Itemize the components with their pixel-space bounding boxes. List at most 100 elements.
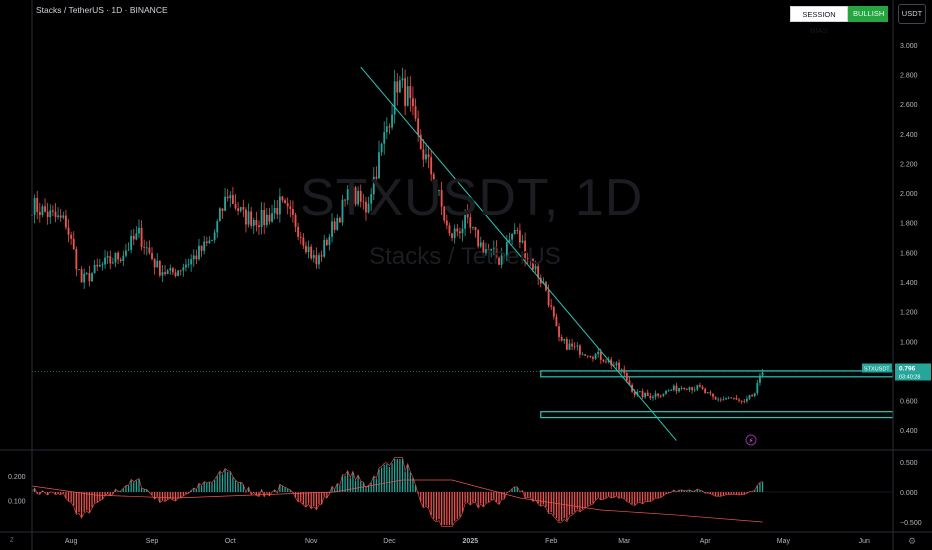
- candle-body: [623, 369, 626, 374]
- candle-body: [584, 354, 587, 356]
- oscillator-pane: 0.500 0.000 −0.500 0.200 0.100: [8, 457, 922, 527]
- time-tick-label: Oct: [225, 538, 236, 545]
- candle-body: [422, 149, 425, 160]
- candle-body: [667, 390, 670, 392]
- currency-button[interactable]: USDT: [898, 4, 926, 24]
- candle-body: [349, 189, 352, 203]
- candle-body: [636, 391, 639, 395]
- candle-body: [143, 246, 146, 248]
- candle-body: [589, 356, 592, 358]
- candle-body: [177, 270, 180, 276]
- candle-body: [315, 255, 318, 265]
- candle-body: [117, 252, 120, 260]
- candle-body: [558, 326, 560, 337]
- candle-body: [38, 212, 41, 216]
- settings-icon[interactable]: ⚙: [908, 536, 917, 546]
- candle-body: [709, 392, 712, 394]
- candle-body: [62, 215, 65, 218]
- time-tick-label: 2025: [463, 538, 479, 545]
- candle-body: [586, 355, 589, 357]
- candle-body: [263, 209, 266, 226]
- candle-body: [576, 345, 579, 347]
- candle-body: [101, 264, 104, 266]
- candle-body: [80, 269, 83, 283]
- price-tick-label: 1.400: [900, 280, 918, 287]
- candle-body: [477, 230, 480, 247]
- candle-body: [221, 208, 224, 211]
- price-tick-label: 2.200: [900, 161, 918, 168]
- candle-body: [427, 154, 430, 158]
- price-tag-bg: [895, 363, 931, 381]
- candle-body: [581, 354, 584, 356]
- candle-body: [646, 392, 649, 397]
- candle-body: [65, 215, 67, 228]
- oscillator-tick-label: 0.000: [900, 490, 918, 497]
- candle-body: [346, 189, 349, 201]
- time-tick-label: Feb: [545, 538, 557, 545]
- candle-body: [409, 86, 412, 99]
- candle-body: [109, 256, 112, 264]
- candle-body: [469, 217, 472, 228]
- price-tick-label: 2.000: [900, 191, 918, 198]
- candle-body: [208, 240, 211, 243]
- candle-body: [372, 176, 375, 195]
- candle-body: [190, 259, 193, 265]
- candle-body: [258, 225, 260, 227]
- candle-body: [524, 240, 527, 258]
- timezone-icon[interactable]: Z: [10, 538, 14, 544]
- watermark-name: Stacks / TetherUS: [369, 243, 561, 270]
- candle-body: [571, 343, 573, 347]
- candle-body: [127, 249, 130, 251]
- candle-body: [670, 390, 673, 391]
- candle-body: [505, 242, 508, 256]
- time-tick-label: May: [777, 538, 791, 545]
- candle-body: [237, 208, 240, 211]
- candle-body: [54, 211, 57, 217]
- candle-body: [644, 392, 647, 398]
- candle-body: [396, 81, 399, 93]
- candle-body: [714, 396, 717, 400]
- candlestick-series: [31, 67, 764, 404]
- candle-body: [111, 262, 114, 264]
- candle-body: [234, 203, 237, 209]
- candle-body: [359, 190, 362, 202]
- candle-body: [740, 400, 743, 402]
- time-tick-label: Mar: [618, 538, 631, 545]
- price-tick-label: 1.800: [900, 221, 918, 228]
- candle-body: [291, 208, 294, 215]
- candle-body: [649, 396, 652, 398]
- candle-body: [98, 264, 101, 267]
- candle-body: [393, 81, 396, 115]
- candle-body: [213, 232, 216, 241]
- candle-body: [294, 214, 297, 227]
- candle-body: [380, 143, 383, 153]
- candle-body: [498, 257, 500, 265]
- candle-body: [573, 346, 576, 348]
- candle-body: [51, 210, 54, 212]
- candle-body: [166, 270, 169, 274]
- candle-body: [156, 260, 159, 268]
- candle-body: [678, 388, 680, 392]
- candle-body: [91, 273, 93, 282]
- trendline-group: [360, 66, 677, 441]
- candle-body: [451, 233, 453, 238]
- price-tick-label: 1.600: [900, 250, 918, 257]
- candle-body: [432, 174, 435, 184]
- watermark-symbol: STXUSDT, 1D: [300, 169, 644, 227]
- candle-body: [438, 190, 440, 191]
- candle-body: [620, 369, 623, 371]
- candle-body: [568, 343, 571, 350]
- candle-body: [482, 242, 485, 254]
- candle-body: [443, 206, 446, 221]
- candle-body: [132, 235, 135, 240]
- candle-body: [500, 255, 503, 265]
- candle-body: [563, 339, 566, 341]
- candle-body: [284, 200, 286, 204]
- candle-body: [164, 272, 166, 274]
- candle-body: [453, 228, 456, 238]
- candle-body: [761, 372, 764, 376]
- candle-body: [722, 399, 725, 401]
- candle-body: [119, 259, 122, 261]
- session-bias-label: SESSION BIAS: [790, 6, 848, 35]
